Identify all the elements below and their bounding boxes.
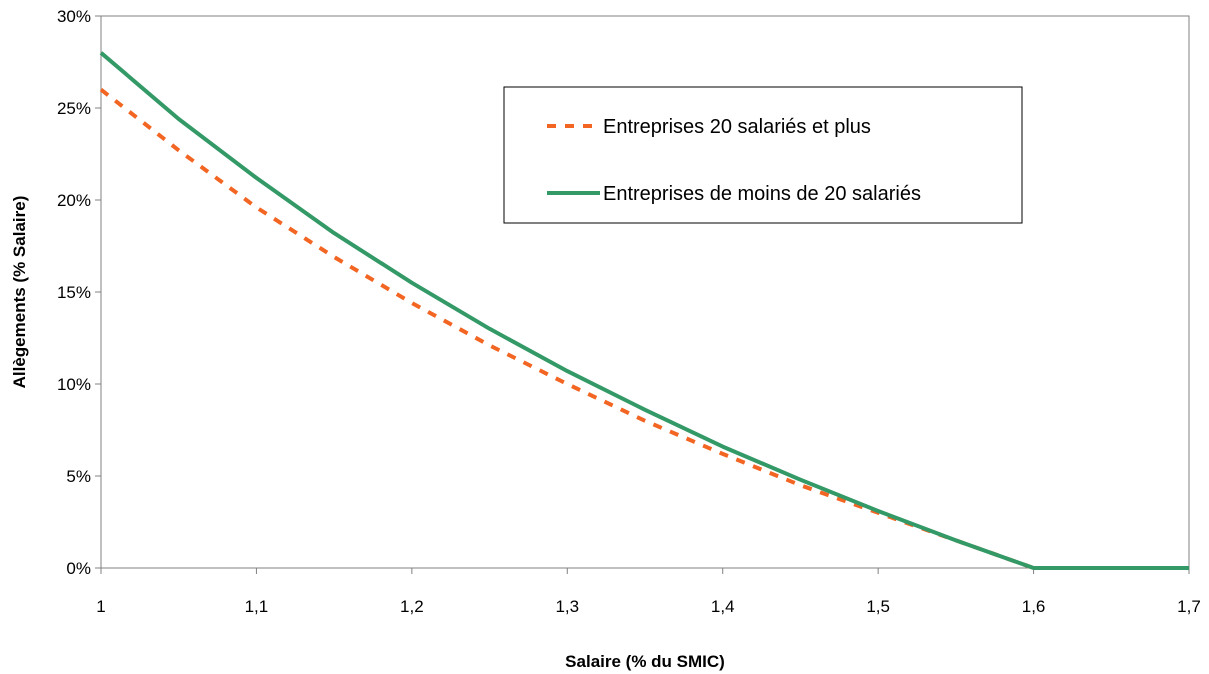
series-line-2 — [99, 51, 1189, 570]
data-point-series-1 — [333, 256, 335, 258]
data-point-series-2 — [1188, 567, 1190, 569]
series-layer — [99, 51, 1190, 570]
y-tick-label: 15% — [57, 283, 91, 302]
x-tick-label: 1,3 — [555, 597, 579, 616]
data-point-series-2 — [178, 118, 180, 120]
data-point-series-2 — [411, 282, 413, 284]
x-tick-label: 1,7 — [1177, 597, 1201, 616]
data-point-series-2 — [955, 540, 957, 542]
x-tick-label: 1,4 — [711, 597, 735, 616]
legend-label-series-2: Entreprises de moins de 20 salariés — [603, 183, 921, 205]
y-tick-label: 10% — [57, 375, 91, 394]
data-point-series-1 — [644, 420, 646, 422]
data-point-series-2 — [800, 479, 802, 481]
data-point-series-2 — [100, 52, 102, 54]
x-tick-label: 1,2 — [400, 597, 424, 616]
data-point-series-2 — [644, 409, 646, 411]
x-axis-title: Salaire (% du SMIC) — [565, 652, 725, 671]
x-tick-label: 1,5 — [866, 597, 890, 616]
legend-label-series-1: Entreprises 20 salariés et plus — [603, 116, 871, 138]
data-point-series-1 — [100, 89, 102, 91]
legend-box — [503, 86, 1023, 224]
y-tick-label: 30% — [57, 7, 91, 26]
data-point-series-2 — [1110, 567, 1112, 569]
x-tick-label: 1,6 — [1022, 597, 1046, 616]
data-point-series-2 — [566, 370, 568, 372]
data-point-series-1 — [178, 150, 180, 152]
data-point-series-1 — [256, 207, 258, 209]
y-axis: 0% 5% 10% 15% 20% 25% 30% — [57, 7, 102, 578]
x-tick-label: 1,1 — [245, 597, 269, 616]
y-tick-label: 25% — [57, 99, 91, 118]
y-tick-label: 5% — [66, 467, 91, 486]
data-point-series-1 — [566, 383, 568, 385]
data-point-series-2 — [333, 232, 335, 234]
data-point-series-1 — [800, 484, 802, 486]
y-axis-title: Allègements (% Salaire) — [10, 196, 29, 389]
x-axis: 1 1,1 1,2 1,3 1,4 1,5 1,6 1,7 — [96, 567, 1201, 616]
data-point-series-2 — [877, 510, 879, 512]
data-point-series-1 — [489, 345, 491, 347]
y-tick-label: 20% — [57, 191, 91, 210]
x-tick-label: 1 — [96, 597, 105, 616]
data-point-series-1 — [722, 453, 724, 455]
data-point-series-2 — [722, 446, 724, 448]
data-point-series-1 — [411, 302, 413, 304]
data-point-series-2 — [489, 328, 491, 330]
y-tick-label: 0% — [66, 559, 91, 578]
data-point-series-2 — [256, 177, 258, 179]
data-point-series-2 — [1033, 567, 1035, 569]
legend: Entreprises 20 salariés et plus Entrepri… — [503, 86, 1023, 224]
